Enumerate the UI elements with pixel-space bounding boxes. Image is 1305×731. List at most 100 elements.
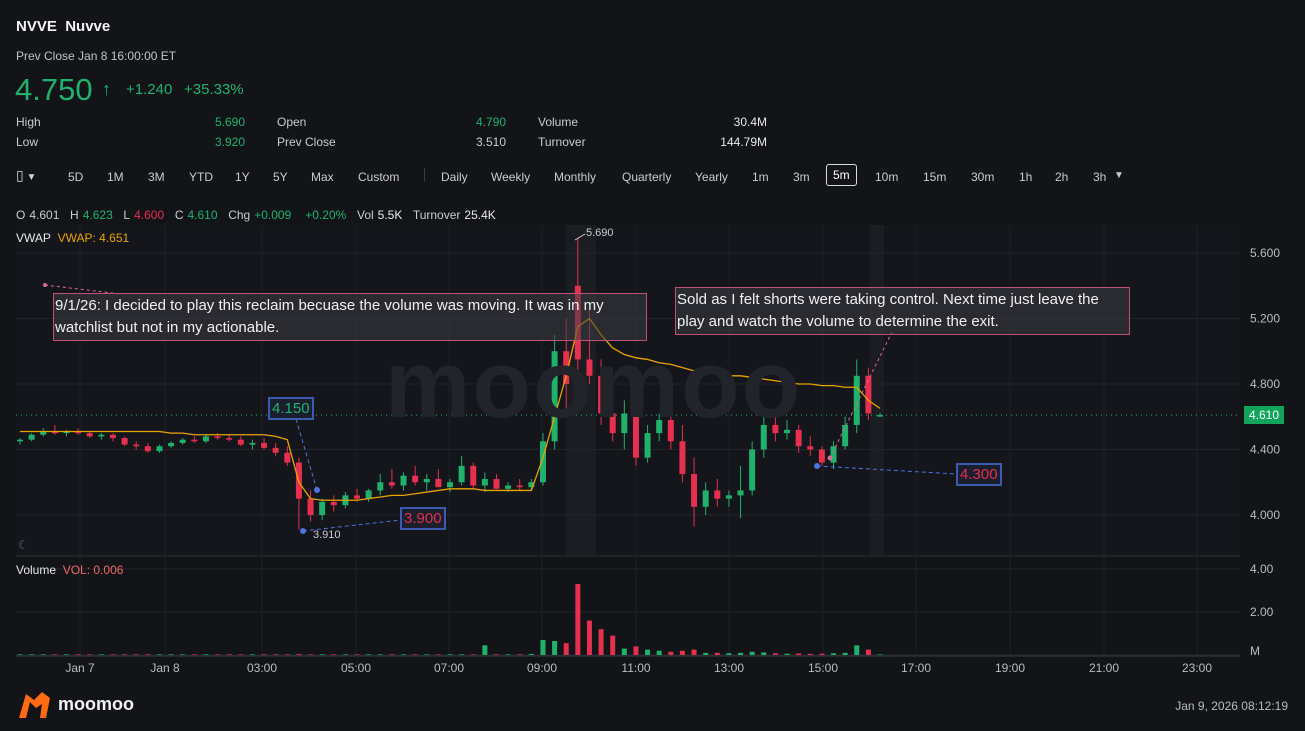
volume-legend[interactable]: Volume VOL: 0.006 — [16, 563, 123, 577]
volume-bar — [133, 654, 139, 655]
vwap-legend[interactable]: VWAP VWAP: 4.651 — [16, 231, 129, 245]
range-custom[interactable]: Custom — [358, 170, 400, 184]
candle-body — [214, 436, 221, 439]
period-30m[interactable]: 30m — [971, 170, 995, 184]
turnover-value: 25.4K — [464, 208, 496, 222]
x-tick-label: 23:00 — [1182, 661, 1212, 675]
annotation-anchor — [827, 455, 833, 461]
candle-body — [307, 498, 314, 515]
chg-label: Chg — [228, 208, 251, 222]
volume-bar — [308, 654, 314, 655]
candle-body — [865, 375, 872, 414]
volume-bar — [493, 654, 499, 655]
x-tick-label: 05:00 — [341, 661, 371, 675]
range-5d[interactable]: 5D — [68, 170, 84, 184]
volume-bar — [528, 653, 534, 655]
volume-bar — [877, 654, 883, 655]
volume-bar — [738, 652, 744, 655]
price-chart[interactable]: 5.600 5.200 4.800 4.400 4.000 Jan 7 Jan 8 03:00… — [0, 198, 1305, 688]
volume-bar — [261, 654, 267, 655]
price-label-3900[interactable]: 3.900 — [400, 507, 446, 530]
candle-body — [109, 434, 116, 439]
volume-bar — [17, 654, 23, 655]
volume-bar — [470, 654, 476, 655]
period-quarterly[interactable]: Quarterly — [622, 170, 672, 184]
candle-body — [284, 452, 291, 463]
range-3m[interactable]: 3M — [148, 170, 165, 184]
candle-body — [133, 444, 140, 447]
period-yearly[interactable]: Yearly — [695, 170, 728, 184]
period-1m[interactable]: 1m — [752, 170, 769, 184]
chevron-down-icon[interactable]: ▼ — [1114, 170, 1124, 181]
price-label-4300[interactable]: 4.300 — [956, 463, 1002, 486]
price-label-4150[interactable]: 4.150 — [268, 397, 314, 420]
price-pane — [16, 225, 1240, 555]
annotation-anchor — [814, 463, 820, 469]
volume-bar — [319, 654, 325, 655]
volume-bar — [540, 639, 546, 655]
volume-bar — [563, 643, 569, 655]
l-value: 4.600 — [134, 208, 165, 222]
x-tick-label: 19:00 — [995, 661, 1025, 675]
volume-bar — [784, 653, 790, 655]
volume-bar — [226, 654, 232, 655]
volume-bar — [424, 654, 430, 655]
volume-bar — [726, 653, 732, 655]
period-3h[interactable]: 3h — [1093, 170, 1107, 184]
range-5y[interactable]: 5Y — [273, 170, 288, 184]
candle-body — [749, 449, 756, 491]
vol-value: 5.5K — [377, 208, 403, 222]
candlestick-icon[interactable]: ▯ ▼ — [16, 167, 37, 183]
candle-body — [400, 475, 407, 486]
moon-icon[interactable]: ☾ — [18, 538, 29, 552]
period-10m[interactable]: 10m — [875, 170, 899, 184]
candle-body — [354, 495, 361, 499]
volume-bar — [122, 654, 128, 655]
volume-bar — [482, 645, 488, 655]
annotation-connector — [44, 284, 121, 295]
h-value: 4.623 — [82, 208, 113, 222]
period-daily[interactable]: Daily — [441, 170, 468, 184]
volume-bar — [865, 649, 871, 655]
annotation-note-entry[interactable]: 9/1/26: I decided to play this reclaim b… — [53, 293, 647, 341]
candle-body — [458, 465, 465, 483]
range-max[interactable]: Max — [311, 170, 334, 184]
stat-open-label: Open — [277, 115, 307, 129]
moomoo-logo-icon — [19, 692, 50, 718]
period-15m[interactable]: 15m — [923, 170, 947, 184]
volume-bar — [168, 654, 174, 655]
period-weekly[interactable]: Weekly — [491, 170, 531, 184]
price-change-pct: +35.33% — [184, 81, 244, 98]
period-5m[interactable]: 5m — [826, 164, 857, 186]
stat-open-value: 4.790 — [475, 115, 506, 129]
volume-bar — [273, 654, 279, 655]
moomoo-watermark: moomoo — [385, 331, 803, 438]
last-price: 4.750 — [15, 72, 93, 107]
arrow-up-icon: ↑ — [102, 79, 111, 99]
volume-bar — [249, 654, 255, 655]
volume-bar — [772, 653, 778, 655]
moomoo-logo-text: moomoo — [58, 694, 134, 714]
period-monthly[interactable]: Monthly — [554, 170, 597, 184]
candle-body — [818, 449, 825, 463]
volume-bar — [435, 654, 441, 655]
ohlc-bar: O 4.601 H 4.623 L 4.600 C 4.610 Chg +0.009 +0… — [16, 208, 500, 222]
volume-tick-label: 4.00 — [1250, 562, 1274, 576]
turnover-label: Turnover — [412, 208, 461, 222]
range-1y[interactable]: 1Y — [235, 170, 250, 184]
volume-bar — [284, 654, 290, 655]
range-ytd[interactable]: YTD — [189, 170, 213, 184]
price-tick-label: 4.400 — [1250, 443, 1280, 457]
period-1h[interactable]: 1h — [1019, 170, 1033, 184]
annotation-note-exit[interactable]: Sold as I felt shorts were taking contro… — [675, 287, 1130, 335]
x-tick-label: 11:00 — [621, 661, 650, 675]
candle-body — [261, 442, 268, 448]
candle-body — [609, 413, 616, 434]
period-3m[interactable]: 3m — [793, 170, 810, 184]
period-2h[interactable]: 2h — [1055, 170, 1069, 184]
o-value: 4.601 — [29, 208, 60, 222]
candle-body — [272, 447, 279, 453]
range-1m[interactable]: 1M — [107, 170, 124, 184]
volume-bar — [98, 654, 104, 655]
volume-bar — [645, 649, 651, 655]
